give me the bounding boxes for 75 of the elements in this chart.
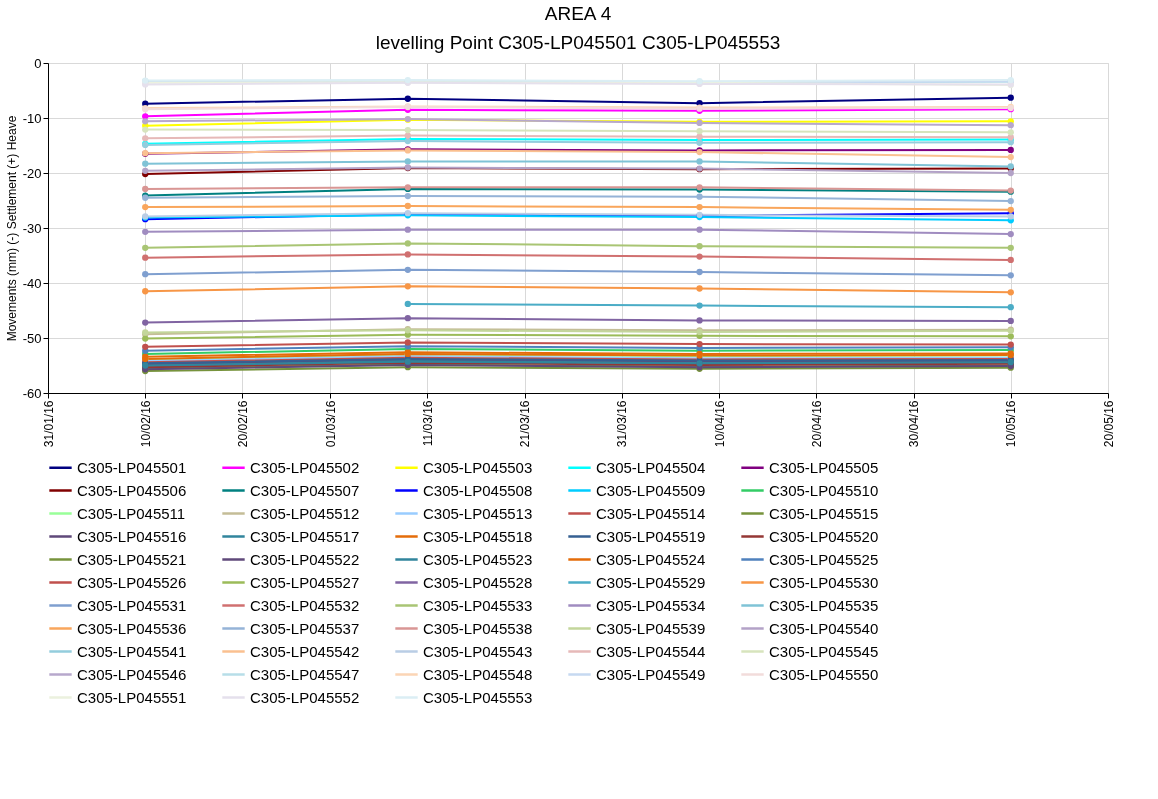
legend-label: C305-LP045521 [77, 550, 187, 568]
legend-label: C305-LP045512 [250, 504, 360, 522]
legend-label: C305-LP045543 [423, 642, 533, 660]
x-tick-label: 10/04/16 [712, 400, 727, 448]
legend-label: C305-LP045538 [423, 619, 533, 637]
x-tick-label: 11/03/16 [420, 400, 435, 447]
legend-label: C305-LP045542 [250, 642, 360, 660]
legend-label: C305-LP045551 [77, 688, 187, 706]
legend-label: C305-LP045529 [596, 573, 706, 591]
x-tick-label: 20/02/16 [236, 400, 250, 448]
legend-label: C305-LP045508 [423, 481, 533, 499]
x-tick-label: 20/04/16 [809, 400, 824, 448]
legend-label: C305-LP045535 [769, 596, 879, 614]
legend-label: C305-LP045534 [596, 596, 706, 614]
legend-label: C305-LP045544 [596, 642, 706, 660]
legend-label: C305-LP045548 [423, 665, 533, 683]
legend-label: C305-LP045505 [769, 458, 879, 476]
legend-label: C305-LP045547 [250, 665, 360, 683]
y-tick-label: 0 [34, 55, 42, 71]
y-tick-label: -40 [22, 275, 42, 291]
legend-label: C305-LP045517 [250, 527, 360, 545]
legend-label: C305-LP045518 [423, 527, 533, 545]
legend-label: C305-LP045519 [596, 527, 706, 545]
y-tick-label: -50 [22, 330, 42, 346]
legend-label: C305-LP045552 [250, 688, 360, 706]
legend-label: C305-LP045513 [423, 504, 533, 522]
x-tick-label: 01/03/16 [323, 400, 338, 448]
legend-label: C305-LP045541 [77, 642, 187, 660]
legend-label: C305-LP045516 [77, 527, 187, 545]
legend-label: C305-LP045502 [250, 458, 360, 476]
legend-label: C305-LP045507 [250, 481, 360, 499]
x-tick-label: 31/03/16 [615, 400, 630, 448]
legend-label: C305-LP045540 [769, 619, 879, 637]
legend-label: C305-LP045531 [77, 596, 187, 614]
legend-label: C305-LP045530 [769, 573, 879, 591]
x-tick-label: 30/04/16 [907, 400, 921, 448]
legend-label: C305-LP045514 [596, 504, 706, 522]
y-tick-label: -20 [22, 165, 42, 181]
legend-label: C305-LP045510 [769, 481, 879, 499]
legend-label: C305-LP045546 [77, 665, 187, 683]
y-axis-title: Movements (mm) (-) Settlement (+) Heave [4, 115, 19, 342]
legend-label: C305-LP045536 [77, 619, 187, 637]
legend-label: C305-LP045506 [77, 481, 187, 499]
x-tick-label: 20/05/16 [1101, 400, 1116, 448]
y-tick-label: -30 [22, 220, 42, 236]
x-tick-label: 21/03/16 [518, 400, 533, 448]
legend-label: C305-LP045504 [596, 458, 706, 476]
legend-label: C305-LP045527 [250, 573, 360, 591]
legend-label: C305-LP045539 [596, 619, 706, 637]
legend-label: C305-LP045523 [423, 550, 533, 568]
legend-label: C305-LP045528 [423, 573, 533, 591]
legend-label: C305-LP045537 [250, 619, 360, 637]
chart-subtitle: levelling Point C305-LP045501 C305-LP045553 [375, 32, 781, 53]
legend-label: C305-LP045553 [423, 688, 533, 706]
legend-label: C305-LP045515 [769, 504, 879, 522]
legend-label: C305-LP045533 [423, 596, 533, 614]
legend-label: C305-LP045545 [769, 642, 879, 660]
legend-label: C305-LP045503 [423, 458, 533, 476]
legend-label: C305-LP045526 [77, 573, 187, 591]
x-tick-label: 31/01/16 [41, 400, 56, 448]
legend-label: C305-LP045509 [596, 481, 706, 499]
legend-label: C305-LP045550 [769, 665, 879, 683]
x-tick-label: 10/05/16 [1004, 400, 1019, 448]
y-tick-label: -60 [22, 385, 42, 401]
y-tick-label: -10 [22, 110, 42, 126]
legend-label: C305-LP045532 [250, 596, 360, 614]
legend-label: C305-LP045511 [77, 504, 186, 522]
chart-title: AREA 4 [544, 3, 612, 24]
legend-label: C305-LP045520 [769, 527, 879, 545]
legend-label: C305-LP045524 [596, 550, 706, 568]
legend-label: C305-LP045549 [596, 665, 706, 683]
x-tick-label: 10/02/16 [138, 400, 153, 448]
legend-label: C305-LP045522 [250, 550, 360, 568]
legend-label: C305-LP045525 [769, 550, 879, 568]
legend-label: C305-LP045501 [77, 458, 187, 476]
